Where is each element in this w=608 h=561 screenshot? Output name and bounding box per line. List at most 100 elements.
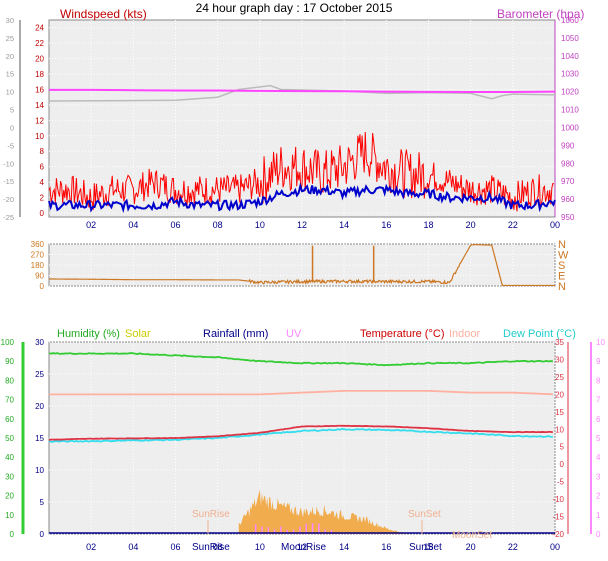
sunrise-axis-label: SunRise bbox=[192, 542, 230, 553]
wind-x-tick: 14 bbox=[339, 220, 349, 230]
humidity-tick: 40 bbox=[5, 453, 14, 462]
barometer-tick: 960 bbox=[561, 195, 575, 204]
uv-tick: 3 bbox=[596, 472, 601, 481]
temperature-tick: 10 bbox=[555, 425, 564, 434]
barometer-tick: 970 bbox=[561, 177, 575, 186]
windspeed-tick: 12 bbox=[35, 116, 44, 125]
humidity-tick: 60 bbox=[5, 415, 14, 424]
direction-degree-tick: 180 bbox=[31, 261, 45, 270]
barometer-tick: 1040 bbox=[561, 52, 579, 61]
compass-tick: S bbox=[558, 260, 565, 272]
uv-tick: 0 bbox=[596, 530, 601, 539]
compass-tick: N bbox=[558, 239, 566, 251]
rainfall-tick: 10 bbox=[35, 466, 44, 475]
humidity-tick: 0 bbox=[10, 530, 15, 539]
rainfall-tick: 0 bbox=[40, 530, 45, 539]
temperature-tick: 25 bbox=[555, 373, 564, 382]
humidity-tick: 50 bbox=[5, 434, 14, 443]
outer-axis-tick: 10 bbox=[6, 88, 14, 97]
climate-x-tick: 22 bbox=[508, 542, 518, 552]
indoor-temperature-line bbox=[49, 389, 553, 396]
wind-x-tick: 18 bbox=[423, 220, 433, 230]
outer-axis-tick: 5 bbox=[10, 106, 14, 115]
outer-axis-tick: -5 bbox=[7, 141, 14, 150]
humidity-tick: 80 bbox=[5, 376, 14, 385]
climate-x-tick: 08 bbox=[213, 542, 223, 552]
climate-x-tick: 04 bbox=[128, 542, 138, 552]
uv-tick: 8 bbox=[596, 376, 601, 385]
climate-panel: 02 04 06 08 10 12 14 16 18 20 22 00 Humidity (%) So… bbox=[1, 328, 606, 553]
rainfall-tick: 20 bbox=[35, 402, 44, 411]
outer-axis-tick: -15 bbox=[3, 177, 14, 186]
wind-x-tick: 00 bbox=[550, 220, 560, 230]
temperature-tick: 5 bbox=[560, 443, 565, 452]
rainfall-tick: 30 bbox=[35, 338, 44, 347]
windspeed-tick: 18 bbox=[35, 70, 44, 79]
wind-x-tick: 06 bbox=[170, 220, 180, 230]
barometer-tick: 1060 bbox=[561, 16, 579, 25]
humidity-tick: 90 bbox=[5, 357, 14, 366]
humidity-tick: 10 bbox=[5, 511, 14, 520]
rainfall-label: Rainfall (mm) bbox=[203, 328, 268, 340]
temperature-tick: 35 bbox=[555, 338, 564, 347]
compass-tick: N bbox=[558, 281, 566, 293]
uv-tick: 10 bbox=[596, 338, 605, 347]
wind-x-tick: 22 bbox=[508, 220, 518, 230]
barometer-tick: 1020 bbox=[561, 88, 579, 97]
windspeed-tick: 8 bbox=[40, 147, 45, 156]
windspeed-tick: 14 bbox=[35, 101, 44, 110]
climate-x-tick: 14 bbox=[339, 542, 349, 552]
compass-tick: W bbox=[558, 250, 569, 262]
uv-tick: 2 bbox=[596, 492, 601, 501]
dewpoint-line bbox=[48, 428, 553, 443]
rainfall-tick: 15 bbox=[35, 434, 44, 443]
direction-degree-tick: 360 bbox=[31, 240, 45, 249]
uv-tick: 6 bbox=[596, 415, 601, 424]
climate-x-tick: 10 bbox=[255, 542, 265, 552]
barometer-axis-label: Barometer (hpa) bbox=[497, 7, 584, 21]
temperature-tick: 0 bbox=[560, 460, 565, 469]
temperature-label: Temperature (°C) bbox=[360, 328, 444, 340]
windspeed-tick: 4 bbox=[40, 178, 45, 187]
humidity-label: Humidity (%) bbox=[57, 328, 120, 340]
climate-x-tick: 20 bbox=[466, 542, 476, 552]
wind-x-tick: 16 bbox=[381, 220, 391, 230]
windspeed-tick: 22 bbox=[35, 39, 44, 48]
moonset-marker-label: MoonSet bbox=[452, 530, 492, 541]
barometer-tick: 1000 bbox=[561, 123, 579, 132]
wind-x-tick: 12 bbox=[297, 220, 307, 230]
temperature-tick: -15 bbox=[552, 513, 564, 522]
temperature-line bbox=[48, 424, 554, 441]
wind-barometer-panel: 02 04 06 08 10 12 14 16 18 20 22 00 Windspeed (kts)… bbox=[3, 7, 584, 230]
indoor-label: Indoor bbox=[449, 328, 481, 340]
humidity-tick: 30 bbox=[5, 472, 14, 481]
compass-tick: E bbox=[558, 271, 565, 283]
windspeed-tick: 2 bbox=[40, 194, 45, 203]
uv-tick: 5 bbox=[596, 434, 601, 443]
barometer-tick: 980 bbox=[561, 159, 575, 168]
uv-tick: 9 bbox=[596, 357, 601, 366]
outer-axis-tick: -20 bbox=[3, 195, 14, 204]
climate-x-tick: 00 bbox=[550, 542, 560, 552]
uv-tick: 7 bbox=[596, 396, 601, 405]
sunrise-marker-label: SunRise bbox=[192, 509, 230, 520]
windspeed-tick: 0 bbox=[40, 209, 45, 218]
sunset-axis-label: SunSet bbox=[409, 542, 442, 553]
rainfall-tick: 5 bbox=[40, 498, 45, 507]
direction-degree-tick: 270 bbox=[31, 251, 45, 260]
sunset-marker-label: SunSet bbox=[408, 509, 441, 520]
humidity-line bbox=[48, 352, 553, 367]
temperature-tick: -10 bbox=[552, 495, 564, 504]
outer-axis-tick: -10 bbox=[3, 159, 14, 168]
wind-x-tick: 02 bbox=[86, 220, 96, 230]
uv-tick: 4 bbox=[596, 453, 601, 462]
wind-x-tick: 04 bbox=[128, 220, 138, 230]
uv-label: UV bbox=[286, 328, 302, 340]
wind-x-tick: 20 bbox=[466, 220, 476, 230]
climate-x-tick: 06 bbox=[170, 542, 180, 552]
wind-x-tick: 10 bbox=[255, 220, 265, 230]
climate-x-tick: 16 bbox=[381, 542, 391, 552]
outer-axis-tick: 30 bbox=[6, 16, 14, 25]
barometer-tick: 990 bbox=[561, 141, 575, 150]
